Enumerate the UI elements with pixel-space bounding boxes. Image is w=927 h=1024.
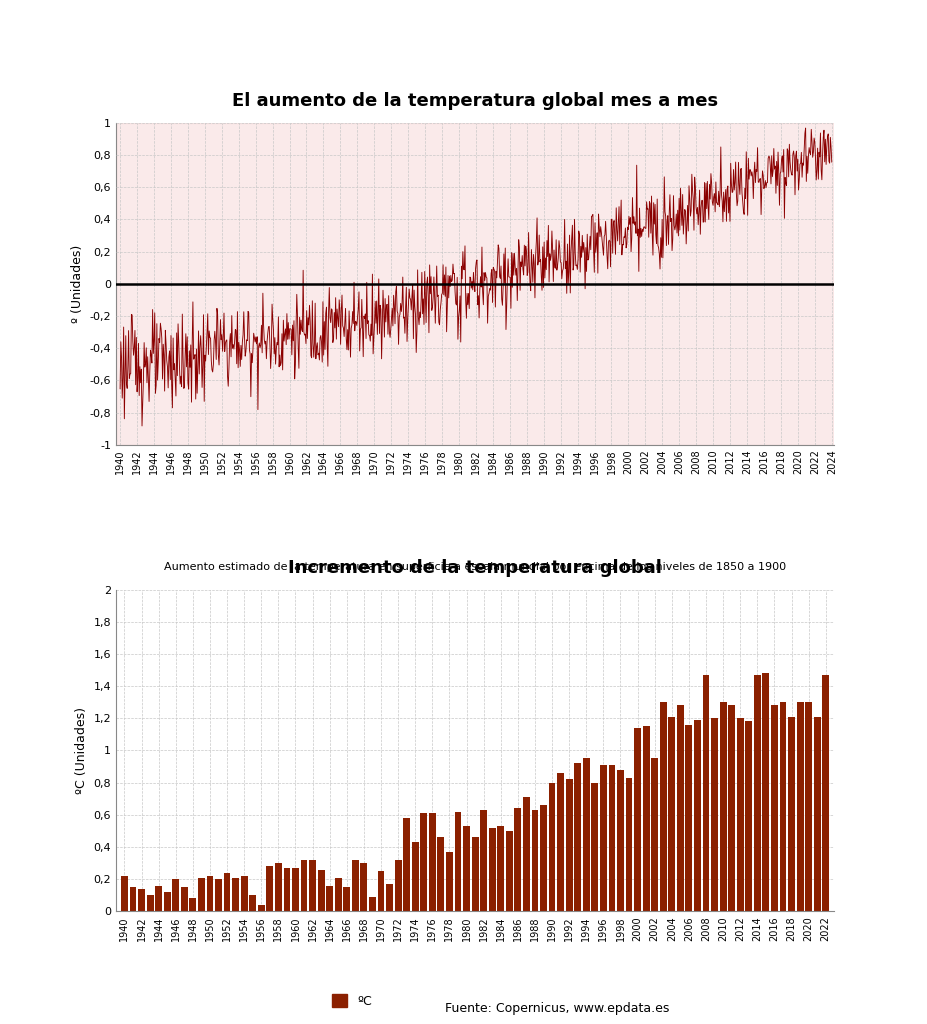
Bar <box>796 702 804 911</box>
Y-axis label: º (Unidades): º (Unidades) <box>70 245 83 323</box>
Bar <box>369 897 375 911</box>
Bar <box>703 675 709 911</box>
Bar <box>292 868 298 911</box>
Bar <box>771 706 778 911</box>
Bar <box>497 826 504 911</box>
Bar <box>164 892 171 911</box>
Bar <box>241 876 248 911</box>
Bar <box>642 726 650 911</box>
Bar <box>600 765 607 911</box>
Bar <box>565 779 573 911</box>
Bar <box>352 860 359 911</box>
Bar <box>540 805 547 911</box>
Bar <box>608 765 616 911</box>
Bar <box>531 810 539 911</box>
Bar <box>232 878 239 911</box>
Bar <box>822 675 829 911</box>
Bar <box>181 887 187 911</box>
Text: Aumento estimado de la temperatura en superficie a escala mundial por encima de : Aumento estimado de la temperatura en su… <box>164 562 786 571</box>
Bar <box>617 770 624 911</box>
Bar <box>335 878 342 911</box>
Bar <box>480 810 487 911</box>
Y-axis label: ºC (Unidades): ºC (Unidades) <box>75 707 88 794</box>
Bar <box>506 830 513 911</box>
Bar <box>626 778 632 911</box>
Bar <box>130 887 136 911</box>
Bar <box>549 782 555 911</box>
Bar <box>395 860 401 911</box>
Bar <box>258 905 265 911</box>
Bar <box>745 722 752 911</box>
Bar <box>146 895 154 911</box>
Bar <box>711 718 718 911</box>
Bar <box>729 706 735 911</box>
Bar <box>591 782 598 911</box>
Bar <box>116 123 834 444</box>
Bar <box>454 812 462 911</box>
Bar <box>780 702 786 911</box>
Bar <box>377 871 385 911</box>
Bar <box>763 673 769 911</box>
Bar <box>223 872 231 911</box>
Bar <box>284 868 290 911</box>
Bar <box>685 725 692 911</box>
Bar <box>719 702 727 911</box>
Bar <box>438 838 444 911</box>
Bar <box>489 827 496 911</box>
Bar <box>189 898 197 911</box>
Legend: ºC: ºC <box>327 989 377 1013</box>
Bar <box>172 880 179 911</box>
Title: Incremento de la temperatura global: Incremento de la temperatura global <box>288 559 662 577</box>
Bar <box>514 808 521 911</box>
Bar <box>814 717 820 911</box>
Bar <box>318 869 324 911</box>
Bar <box>198 878 205 911</box>
Bar <box>266 866 273 911</box>
Bar <box>583 759 590 911</box>
Title: El aumento de la temperatura global mes a mes: El aumento de la temperatura global mes … <box>232 92 718 111</box>
Bar <box>429 813 436 911</box>
Bar <box>446 852 453 911</box>
Bar <box>215 880 222 911</box>
Bar <box>121 876 128 911</box>
Bar <box>660 702 667 911</box>
Bar <box>694 720 701 911</box>
Bar <box>652 759 658 911</box>
Bar <box>155 886 162 911</box>
Bar <box>300 860 308 911</box>
Bar <box>677 706 684 911</box>
Bar <box>557 773 564 911</box>
Bar <box>737 718 743 911</box>
Bar <box>387 884 393 911</box>
Bar <box>634 728 641 911</box>
Bar <box>788 717 795 911</box>
Bar <box>326 886 333 911</box>
Bar <box>343 887 350 911</box>
Bar <box>249 895 256 911</box>
Text: Fuente: Copernicus, www.epdata.es: Fuente: Copernicus, www.epdata.es <box>445 1001 669 1015</box>
Bar <box>754 675 761 911</box>
Bar <box>806 702 812 911</box>
Bar <box>575 763 581 911</box>
Bar <box>523 797 530 911</box>
Bar <box>412 842 419 911</box>
Bar <box>310 860 316 911</box>
Bar <box>472 838 478 911</box>
Bar <box>403 818 410 911</box>
Bar <box>138 889 145 911</box>
Bar <box>275 863 282 911</box>
Bar <box>464 826 470 911</box>
Bar <box>420 813 427 911</box>
Bar <box>361 863 367 911</box>
Bar <box>668 717 675 911</box>
Bar <box>207 876 213 911</box>
